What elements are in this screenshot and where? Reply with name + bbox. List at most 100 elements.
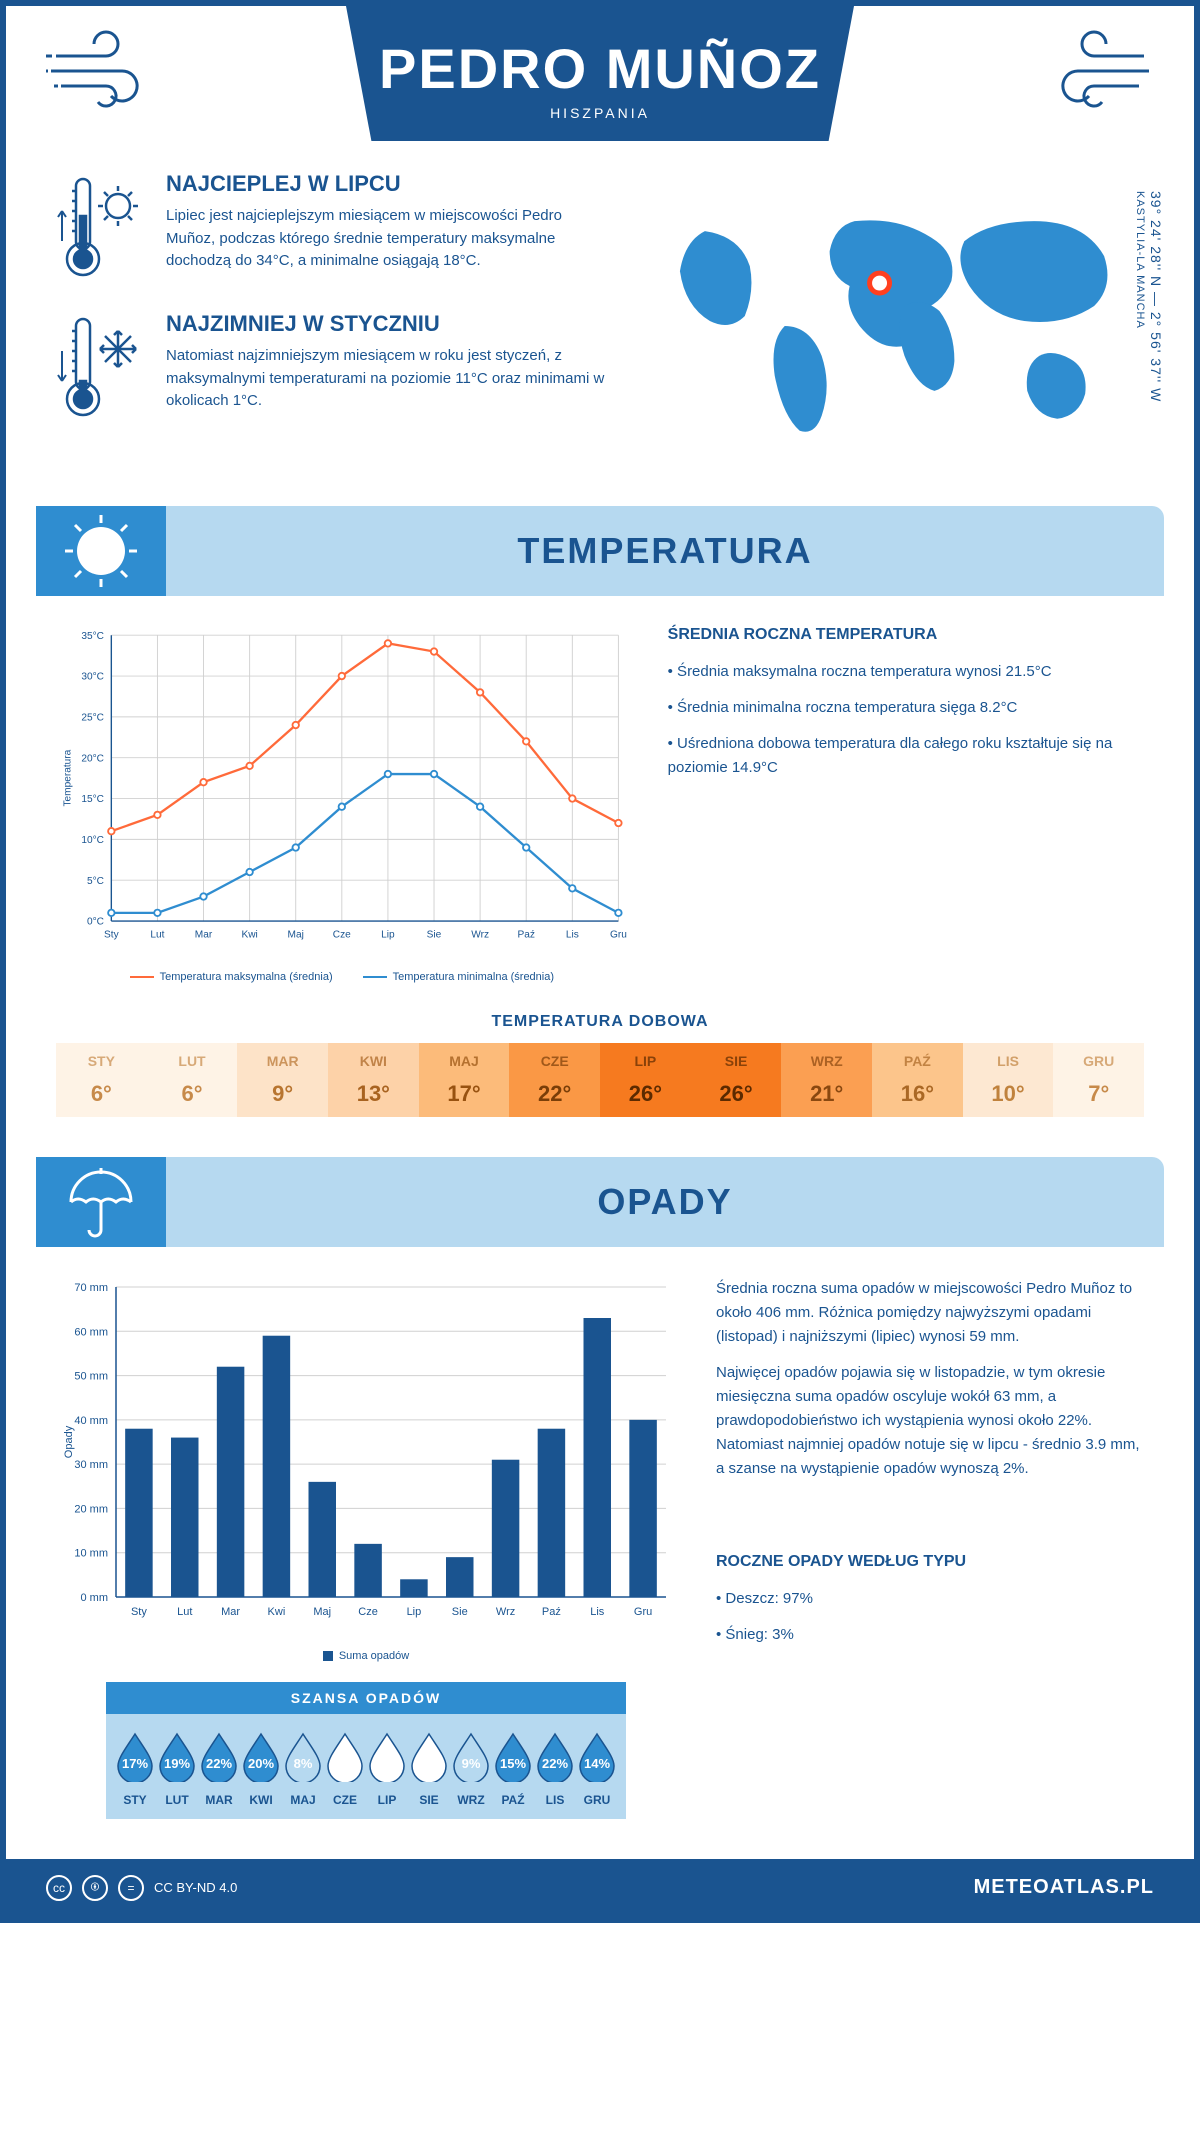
temp-stat-1: • Średnia maksymalna roczna temperatura … (668, 660, 1144, 684)
sun-icon (36, 506, 166, 596)
svg-text:Kwi: Kwi (241, 930, 257, 941)
nd-icon: = (118, 1875, 144, 1901)
footer: cc 🅯 = CC BY-ND 4.0 METEOATLAS.PL (6, 1859, 1194, 1917)
svg-text:Kwi: Kwi (268, 1606, 286, 1618)
rain-text-1: Średnia roczna suma opadów w miejscowośc… (716, 1277, 1144, 1349)
fact-hottest-title: NAJCIEPLEJ W LIPCU (166, 171, 605, 197)
svg-text:15%: 15% (500, 1756, 526, 1771)
precipitation-legend: Suma opadów (56, 1650, 676, 1662)
svg-text:20°C: 20°C (81, 753, 104, 764)
facts-column: NAJCIEPLEJ W LIPCU Lipiec jest najcieple… (56, 171, 605, 456)
daily-temp-cell: WRZ21° (781, 1043, 872, 1117)
coordinates: 39° 24' 28'' N — 2° 56' 37'' W KASTYLIA-… (1132, 191, 1164, 402)
rain-type-2: • Śnieg: 3% (716, 1623, 1144, 1647)
daily-temp-cell: LIP26° (600, 1043, 691, 1117)
svg-text:35°C: 35°C (81, 631, 104, 642)
svg-text:Paź: Paź (542, 1606, 561, 1618)
svg-text:0°C: 0°C (87, 917, 104, 928)
rain-chance-cell: 17%STY (114, 1730, 156, 1807)
svg-text:Maj: Maj (288, 930, 304, 941)
umbrella-icon (36, 1157, 166, 1247)
header-banner-wrap: PEDRO MUÑOZ HISZPANIA (166, 6, 1034, 141)
section-title-precipitation: OPADY (166, 1181, 1164, 1223)
svg-text:Lut: Lut (177, 1606, 192, 1618)
wind-icon-left (46, 26, 166, 116)
world-map-icon (645, 171, 1144, 451)
svg-text:22%: 22% (206, 1756, 232, 1771)
infographic-container: PEDRO MUÑOZ HISZPANIA (0, 0, 1200, 1923)
fact-hottest: NAJCIEPLEJ W LIPCU Lipiec jest najcieple… (56, 171, 605, 281)
rain-chance-cell: 15%PAŹ (492, 1730, 534, 1807)
by-icon: 🅯 (82, 1875, 108, 1901)
rain-type-title: ROCZNE OPADY WEDŁUG TYPU (716, 1553, 1144, 1571)
svg-text:70 mm: 70 mm (74, 1282, 108, 1294)
daily-temp-cell: GRU7° (1053, 1043, 1144, 1117)
svg-text:Sty: Sty (104, 930, 120, 941)
rain-chance-drops: 17%STY19%LUT22%MAR20%KWI8%MAJ5%CZE2%LIP4… (106, 1714, 626, 1819)
map-area: 39° 24' 28'' N — 2° 56' 37'' W KASTYLIA-… (645, 171, 1144, 456)
temperature-chart-section: 0°C5°C10°C15°C20°C25°C30°C35°CStyLutMarK… (6, 626, 1194, 983)
svg-text:30°C: 30°C (81, 672, 104, 683)
svg-text:10°C: 10°C (81, 835, 104, 846)
daily-temp-title: TEMPERATURA DOBOWA (6, 1013, 1194, 1031)
rain-chance-cell: 20%KWI (240, 1730, 282, 1807)
rain-chance-cell: 19%LUT (156, 1730, 198, 1807)
rain-chance-cell: 2%LIP (366, 1730, 408, 1807)
svg-text:30 mm: 30 mm (74, 1459, 108, 1471)
svg-text:40 mm: 40 mm (74, 1415, 108, 1427)
svg-text:20%: 20% (248, 1756, 274, 1771)
temp-stat-3: • Uśredniona dobowa temperatura dla całe… (668, 732, 1144, 780)
rain-text-2: Najwięcej opadów pojawia się w listopadz… (716, 1361, 1144, 1481)
svg-text:Lip: Lip (407, 1606, 422, 1618)
section-header-temperature: TEMPERATURA (36, 506, 1164, 596)
coords-value: 39° 24' 28'' N — 2° 56' 37'' W (1148, 191, 1164, 402)
svg-text:5°C: 5°C (87, 876, 104, 887)
svg-text:25°C: 25°C (81, 713, 104, 724)
svg-text:Gru: Gru (610, 930, 627, 941)
daily-temp-cell: KWI13° (328, 1043, 419, 1117)
svg-text:5%: 5% (336, 1756, 355, 1771)
section-header-precipitation: OPADY (36, 1157, 1164, 1247)
svg-text:9%: 9% (462, 1756, 481, 1771)
temperature-stats: ŚREDNIA ROCZNA TEMPERATURA • Średnia mak… (668, 626, 1144, 983)
rain-chance-cell: 9%WRZ (450, 1730, 492, 1807)
svg-text:14%: 14% (584, 1756, 610, 1771)
thermometer-sun-icon (56, 171, 146, 281)
legend-max: Temperatura maksymalna (średnia) (130, 971, 333, 983)
svg-text:4%: 4% (420, 1756, 439, 1771)
fact-hottest-text: Lipiec jest najcieplejszym miesiącem w m… (166, 205, 605, 273)
svg-text:10 mm: 10 mm (74, 1548, 108, 1560)
daily-temp-cell: CZE22° (509, 1043, 600, 1117)
svg-text:Cze: Cze (333, 930, 351, 941)
city-name: PEDRO MUÑOZ (366, 36, 834, 101)
rain-chance-cell: 14%GRU (576, 1730, 618, 1807)
daily-temp-cell: LUT6° (147, 1043, 238, 1117)
rain-type-1: • Deszcz: 97% (716, 1587, 1144, 1611)
cc-icon: cc (46, 1875, 72, 1901)
svg-text:60 mm: 60 mm (74, 1326, 108, 1338)
rain-chance-cell: 22%MAR (198, 1730, 240, 1807)
rain-chance-cell: 22%LIS (534, 1730, 576, 1807)
svg-text:15°C: 15°C (81, 794, 104, 805)
svg-text:Lis: Lis (566, 930, 579, 941)
site-name: METEOATLAS.PL (974, 1876, 1154, 1899)
svg-text:Sie: Sie (452, 1606, 468, 1618)
svg-text:Wrz: Wrz (496, 1606, 515, 1618)
fact-coldest-text: Natomiast najzimniejszym miesiącem w rok… (166, 345, 605, 413)
daily-temp-cell: MAR9° (237, 1043, 328, 1117)
svg-text:Temperatura: Temperatura (63, 749, 74, 806)
title-banner: PEDRO MUÑOZ HISZPANIA (346, 6, 854, 141)
rain-chance-cell: 8%MAJ (282, 1730, 324, 1807)
daily-temp-cell: LIS10° (963, 1043, 1054, 1117)
fact-coldest-title: NAJZIMNIEJ W STYCZNIU (166, 311, 605, 337)
svg-text:Cze: Cze (358, 1606, 378, 1618)
license-info: cc 🅯 = CC BY-ND 4.0 (46, 1875, 237, 1901)
fact-hottest-content: NAJCIEPLEJ W LIPCU Lipiec jest najcieple… (166, 171, 605, 281)
temp-stat-2: • Średnia minimalna roczna temperatura s… (668, 696, 1144, 720)
precipitation-stats: Średnia roczna suma opadów w miejscowośc… (716, 1277, 1144, 1819)
svg-text:Mar: Mar (195, 930, 213, 941)
svg-text:50 mm: 50 mm (74, 1370, 108, 1382)
temperature-legend: Temperatura maksymalna (średnia) Tempera… (56, 971, 628, 983)
wind-icon-right (1034, 26, 1154, 116)
daily-temp-cell: PAŹ16° (872, 1043, 963, 1117)
